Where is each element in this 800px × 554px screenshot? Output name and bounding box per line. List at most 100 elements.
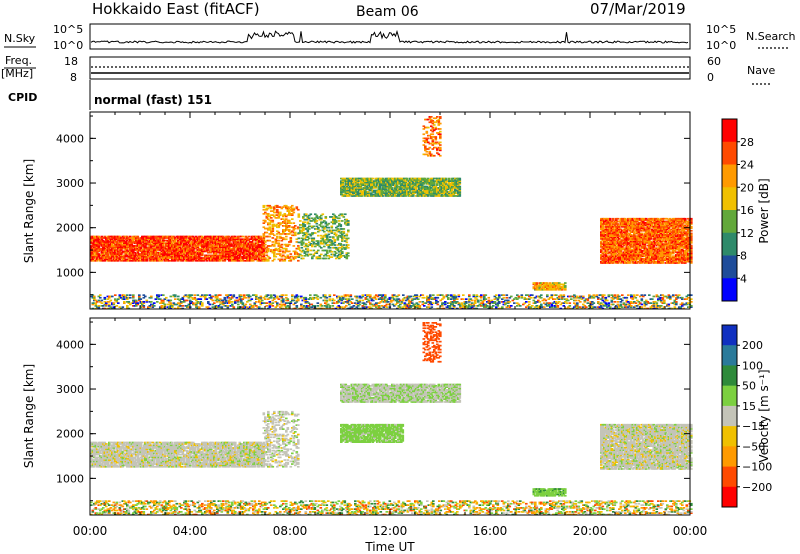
power-cell: [431, 126, 435, 129]
power-cell: [430, 189, 433, 192]
power-cell: [336, 217, 340, 220]
power-cell: [385, 188, 388, 191]
power-cell: [127, 237, 131, 239]
power-cell: [422, 177, 426, 180]
power-cell: [162, 239, 165, 242]
power-cell: [633, 259, 636, 262]
power-cell: [311, 233, 314, 236]
power-cell: [624, 221, 627, 224]
power-cell: [100, 241, 104, 243]
power-cell: [634, 221, 638, 224]
power-cell: [277, 211, 281, 214]
power-cell: [135, 238, 138, 241]
cpid-label: CPID: [8, 91, 37, 104]
power-cell: [142, 247, 146, 250]
power-cell: [361, 195, 364, 197]
power-cell: [180, 249, 183, 251]
power-cell: [300, 226, 304, 229]
power-cell: [329, 229, 332, 232]
power-cell: [547, 283, 551, 286]
power-cell: [612, 238, 615, 240]
power-cell: [139, 254, 143, 257]
power-cell: [226, 242, 230, 245]
power-cell: [174, 237, 177, 239]
power-cell: [249, 245, 252, 247]
power-cell: [289, 206, 293, 208]
power-cell: [339, 236, 343, 238]
power-cell: [274, 255, 278, 258]
power-cell: [246, 258, 249, 261]
power-cell: [246, 247, 249, 250]
power-cell: [166, 242, 170, 245]
power-cell: [428, 189, 432, 192]
power-cell: [421, 191, 424, 193]
power-cell: [189, 259, 192, 262]
power-cell: [654, 243, 657, 245]
power-cell: [609, 236, 612, 239]
power-cell: [120, 253, 123, 255]
power-cell: [102, 241, 105, 243]
power-cell: [178, 255, 182, 258]
power-cell: [225, 253, 228, 255]
power-cell: [648, 251, 651, 254]
power-cell: [440, 179, 444, 181]
power-cell: [380, 189, 384, 192]
power-cell: [606, 239, 609, 241]
power-cell: [437, 179, 441, 181]
power-cell: [318, 229, 322, 232]
power-cell: [344, 179, 348, 181]
power-cell: [237, 238, 240, 241]
power-cell: [250, 257, 254, 259]
power-cell: [171, 247, 174, 250]
power-cell: [652, 217, 656, 220]
power-cell: [132, 249, 135, 251]
power-cell: [237, 246, 240, 249]
power-cell: [220, 257, 224, 259]
power-cell: [443, 193, 447, 196]
power-cell: [229, 251, 233, 254]
power-cell: [121, 239, 125, 242]
power-cell: [373, 184, 376, 187]
power-cell: [347, 179, 351, 181]
power-cell: [636, 232, 639, 235]
power-cell: [606, 234, 609, 236]
power-cell: [383, 187, 387, 189]
power-cell: [341, 233, 344, 236]
power-cell: [223, 249, 227, 251]
power-cell: [112, 259, 116, 262]
power-cell: [409, 181, 412, 184]
power-cell: [458, 181, 462, 184]
power-cell: [365, 180, 369, 182]
power-cell: [186, 253, 189, 255]
power-cell: [457, 192, 460, 195]
power-cell: [147, 250, 150, 253]
power-cell: [312, 241, 316, 244]
power-cell: [342, 216, 346, 218]
power-cell: [616, 240, 620, 243]
power-cell: [359, 191, 363, 193]
power-cell: [171, 258, 174, 261]
power-cell: [651, 231, 654, 233]
power-cell: [277, 213, 281, 215]
power-cell: [385, 180, 388, 182]
power-cell: [419, 187, 423, 189]
power-cell: [174, 259, 177, 262]
power-cell: [177, 253, 180, 255]
power-cell: [458, 192, 462, 195]
power-cell: [394, 192, 397, 195]
power-cell: [613, 229, 617, 232]
power-cell: [332, 242, 335, 245]
power-cell: [165, 250, 168, 253]
power-cell: [184, 241, 188, 243]
power-cell: [142, 245, 146, 247]
power-cell: [202, 250, 206, 253]
power-cell: [395, 185, 399, 188]
power-cell: [358, 188, 361, 191]
power-cell: [445, 188, 448, 191]
power-cell: [202, 245, 206, 247]
power-cell: [112, 247, 116, 250]
power-cell: [219, 235, 222, 238]
power-cell: [406, 177, 409, 180]
power-cell: [277, 217, 281, 219]
power-cell: [123, 255, 126, 258]
